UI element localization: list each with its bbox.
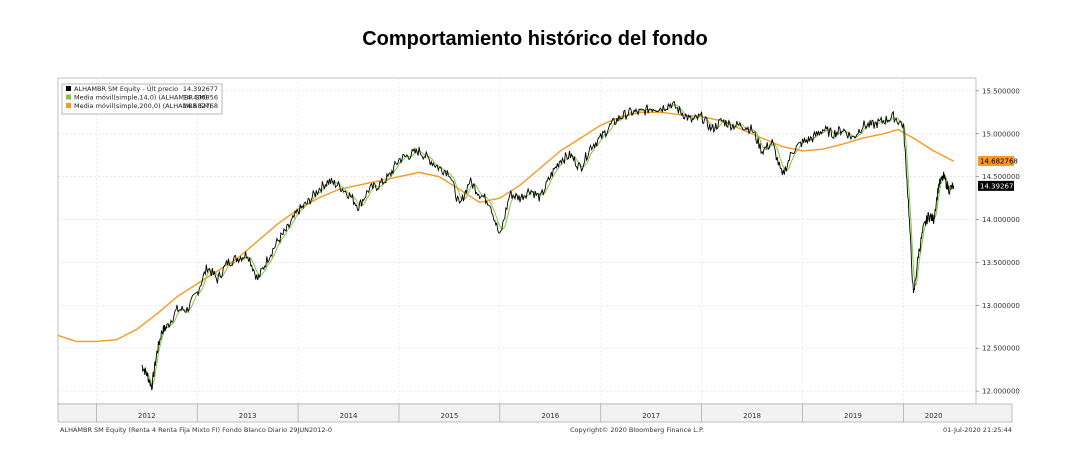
x-tick-label: 2018 [743, 412, 761, 420]
legend-swatch [66, 94, 71, 100]
y-tick-label: 12.500000 [982, 345, 1020, 353]
footer-left: ALHAMBR SM Equity (Renta 4 Renta Fija Mi… [60, 426, 332, 434]
series-price-line [141, 101, 955, 391]
legend-series-value: 14.400856 [183, 94, 218, 102]
legend: ALHAMBR SM Equity - Últ precio 14.392677M… [61, 83, 223, 115]
legend-series-name: Media móvil(simple,200,0) (ALHAMBR SM) [74, 102, 211, 110]
page-title: Comportamiento histórico del fondo [362, 28, 708, 50]
x-tick-label: 2013 [239, 412, 257, 420]
footer-right: 01-Jul-2020 21:25:44 [943, 426, 1012, 434]
y-tick-label: 13.000000 [982, 302, 1020, 310]
y-tick-label: 15.000000 [982, 130, 1020, 138]
legend-swatch [66, 86, 71, 91]
legend-series-name: ALHAMBR SM Equity - Últ precio [74, 84, 178, 93]
x-tick-label: 2015 [440, 412, 458, 420]
footer: ALHAMBR SM Equity (Renta 4 Renta Fija Mi… [60, 426, 1012, 434]
x-axis-band [57, 403, 1013, 423]
price-tags: 14.682768 14.392677 [978, 155, 1018, 191]
x-tick-label: 2020 [925, 412, 943, 420]
y-tick-label: 14.500000 [982, 173, 1020, 181]
price-tag-bg [978, 155, 1014, 166]
y-tick-label: 15.500000 [982, 87, 1020, 95]
x-tick-label: 2017 [642, 412, 660, 420]
y-tick-label: 14.000000 [982, 216, 1020, 224]
legend-series-value: 14.682768 [183, 102, 218, 110]
legend-series-name: Media móvil(simple,14,0) (ALHAMBR SM) [74, 94, 207, 102]
series-group [57, 101, 955, 391]
x-tick-label: 2019 [844, 412, 862, 420]
series-ma200-line [57, 111, 955, 343]
legend-box [61, 83, 223, 115]
legend-series-value: 14.392677 [183, 85, 218, 93]
x-tick-label: 2012 [138, 412, 156, 420]
legend-swatch [66, 103, 71, 108]
price-tag-bg [978, 180, 1014, 191]
price-tag-label: 14.682768 [980, 157, 1018, 165]
x-axis: 2012 2013 2014 2015 2016 2017 2018 2019 2020 [57, 403, 1013, 423]
plot-background [57, 77, 977, 405]
footer-center: Copyright© 2020 Bloomberg Finance L.P. [570, 426, 704, 434]
y-axis: 12.000000 12.500000 13.000000 13.500000 14.0… [976, 87, 1020, 396]
price-tag-label: 14.392677 [980, 182, 1018, 190]
y-tick-label: 13.500000 [982, 259, 1020, 267]
y-tick-label: 12.000000 [982, 388, 1020, 396]
x-tick-label: 2014 [340, 412, 358, 420]
x-tick-label: 2016 [541, 412, 559, 420]
